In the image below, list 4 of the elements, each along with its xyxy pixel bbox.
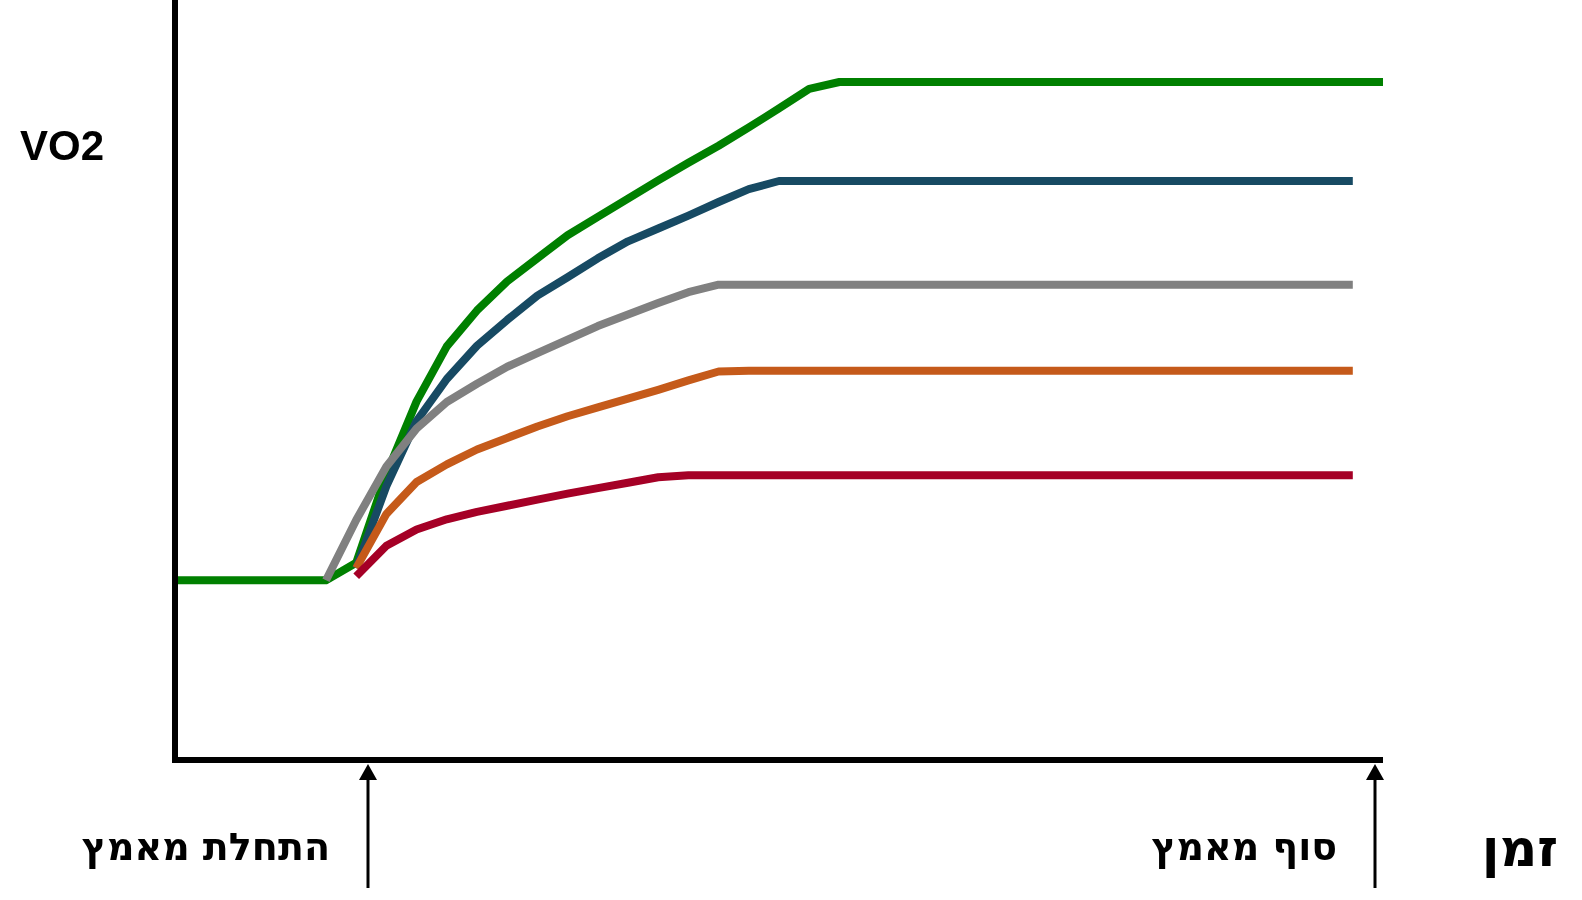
x-axis-title: זמן [1481,818,1559,878]
text: סוף מאמץ [1151,825,1337,869]
y-axis-title: VO2 [19,122,105,169]
text: התחלת מאמץ [81,825,330,869]
